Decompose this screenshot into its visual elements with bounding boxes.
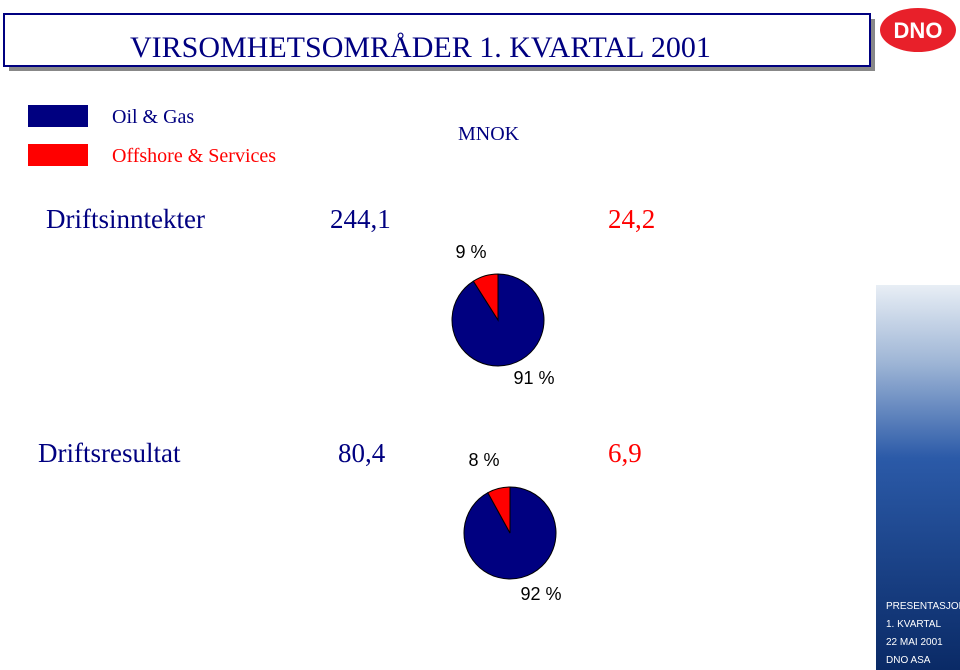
slice-label: 91 % — [513, 368, 554, 388]
offshore-value: 24,2 — [608, 204, 655, 234]
footer-text: DNO ASA — [886, 655, 931, 666]
logo: DNO — [894, 18, 943, 43]
legend-swatch — [28, 105, 88, 127]
legend-label: Offshore & Services — [112, 145, 276, 167]
footer-text: 1. KVARTAL — [886, 619, 941, 630]
pie-slice — [472, 273, 499, 322]
photo-panel — [876, 285, 960, 670]
slice-label: 9 % — [455, 242, 486, 262]
unit: MNOK — [458, 123, 520, 145]
slice-label: 8 % — [468, 450, 499, 470]
slice-label: 92 % — [520, 584, 561, 604]
footer-text: 22 MAI 2001 — [886, 637, 943, 648]
legend-label: Oil & Gas — [112, 106, 194, 128]
oil-gas-value: 80,4 — [338, 438, 386, 468]
row-label: Driftsinntekter — [46, 204, 205, 234]
row-label: Driftsresultat — [38, 438, 181, 468]
offshore-value: 6,9 — [608, 438, 642, 468]
title-box — [3, 13, 871, 67]
pie-slice — [487, 486, 511, 534]
title: VIRSOMHETSOMRÅDER 1. KVARTAL 2001 — [130, 31, 711, 64]
footer-text: PRESENTASJON — [886, 601, 960, 612]
legend-swatch — [28, 144, 88, 166]
logo-badge — [880, 8, 956, 52]
oil-gas-value: 244,1 — [330, 204, 391, 234]
